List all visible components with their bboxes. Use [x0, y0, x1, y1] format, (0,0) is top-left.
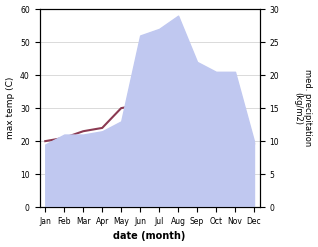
X-axis label: date (month): date (month): [114, 231, 186, 242]
Y-axis label: max temp (C): max temp (C): [5, 77, 15, 139]
Y-axis label: med. precipitation
(kg/m2): med. precipitation (kg/m2): [293, 69, 313, 147]
